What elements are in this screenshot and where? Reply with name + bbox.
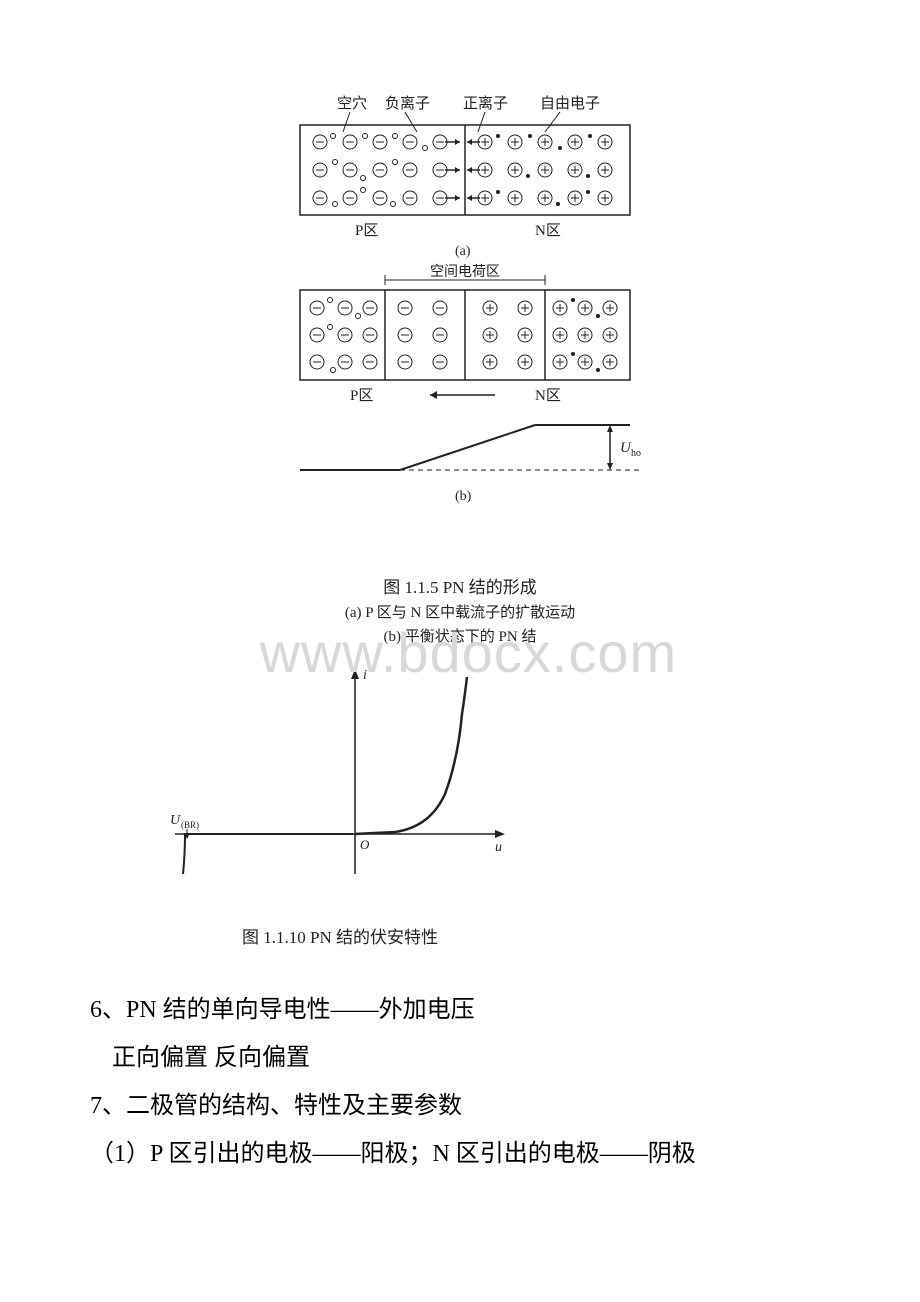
fig1-caption-main: 图 1.1.5 PN 结的形成 — [383, 574, 536, 601]
fig2-caption: 图 1.1.10 PN 结的伏安特性 — [242, 924, 438, 951]
n-region-b-right — [553, 298, 617, 372]
label-ziyoudianzi: 自由电子 — [540, 95, 600, 112]
label-n-a: N区 — [535, 223, 561, 239]
label-ubr: U — [170, 813, 181, 828]
p-region-b-left — [310, 298, 377, 373]
text-line-2: 正向偏置 反向偏置 — [112, 1034, 830, 1082]
pn-diagram-container: 空穴 负离子 正离子 自由电子 — [245, 90, 675, 570]
label-sub-b: (b) — [455, 489, 472, 504]
label-n-b: N区 — [535, 388, 561, 404]
label-zhenglizi: 正离子 — [463, 95, 508, 112]
label-p-b: P区 — [350, 388, 373, 404]
label-p-a: P区 — [355, 223, 378, 239]
pn-formation-svg: 空穴 负离子 正离子 自由电子 — [245, 90, 675, 570]
label-sub-a: (a) — [455, 244, 471, 259]
fig1-caption-b: (b) 平衡状态下的 PN 结 — [384, 625, 537, 649]
text-line-3: 7、二极管的结构、特性及主要参数 — [90, 1082, 830, 1130]
depletion-n — [483, 301, 532, 369]
body-text-block: 6、PN 结的单向导电性——外加电压 正向偏置 反向偏置 7、二极管的结构、特性… — [90, 986, 830, 1178]
iv-curve-svg: i u O U (BR) — [155, 659, 525, 909]
text-line-1: 6、PN 结的单向导电性——外加电压 — [90, 986, 830, 1034]
label-kongxue: 空穴 — [337, 95, 367, 112]
label-origin: O — [360, 837, 370, 852]
n-region-a — [467, 134, 612, 206]
label-i-axis: i — [363, 668, 367, 683]
p-region-a — [313, 134, 460, 207]
label-u-axis: u — [495, 840, 502, 855]
label-fulizi: 负离子 — [385, 95, 430, 112]
label-ubr-sub: (BR) — [181, 820, 199, 830]
figure-iv-curve: i u O U (BR) 图 1.1.10 PN 结的伏安特性 — [0, 659, 710, 951]
label-space-charge: 空间电荷区 — [430, 264, 500, 280]
text-line-4: （1）P 区引出的电极——阳极；N 区引出的电极——阴极 — [90, 1130, 830, 1178]
label-uho-sub: ho — [631, 448, 641, 459]
figure-pn-formation: 空穴 负离子 正离子 自由电子 — [90, 90, 830, 649]
depletion-p — [398, 301, 447, 369]
fig1-caption-a: (a) P 区与 N 区中载流子的扩散运动 — [345, 601, 575, 625]
